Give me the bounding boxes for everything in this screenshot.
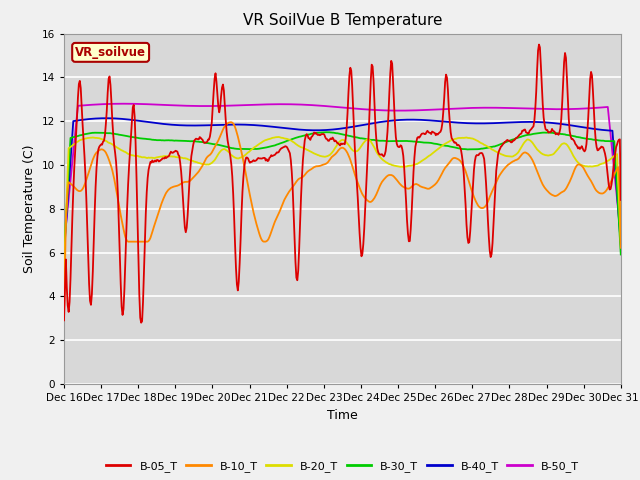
Title: VR SoilVue B Temperature: VR SoilVue B Temperature	[243, 13, 442, 28]
Legend: B-05_T, B-10_T, B-20_T, B-30_T, B-40_T, B-50_T: B-05_T, B-10_T, B-20_T, B-30_T, B-40_T, …	[102, 457, 583, 477]
X-axis label: Time: Time	[327, 408, 358, 421]
Text: VR_soilvue: VR_soilvue	[75, 46, 146, 59]
Y-axis label: Soil Temperature (C): Soil Temperature (C)	[23, 144, 36, 273]
